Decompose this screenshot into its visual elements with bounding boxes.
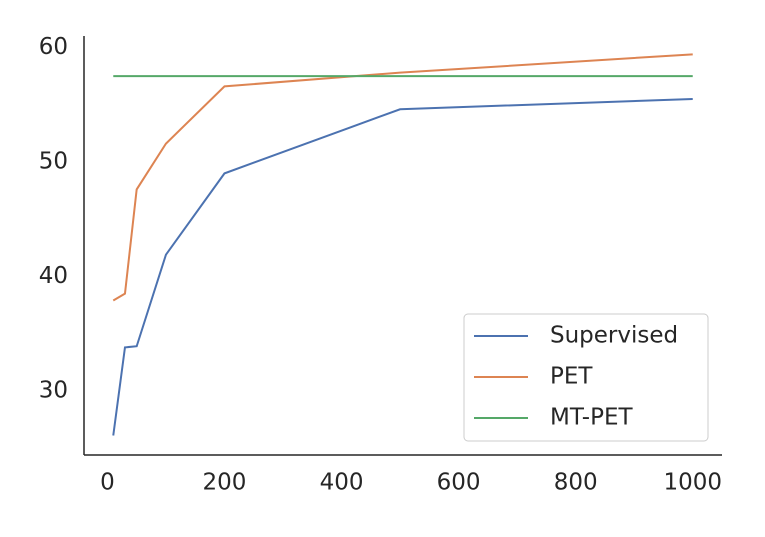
x-tick-label: 1000 [663, 470, 722, 496]
x-tick-label: 800 [554, 470, 598, 496]
x-tick-label: 0 [100, 470, 115, 496]
legend-label: MT-PET [550, 405, 633, 431]
legend-label: PET [550, 364, 593, 390]
y-tick-label: 30 [39, 377, 68, 403]
x-tick-label: 600 [437, 470, 481, 496]
legend-box [463, 313, 709, 442]
line-series [112, 97, 693, 436]
x-tick-label: 200 [203, 470, 247, 496]
line-series [112, 53, 693, 302]
y-tick-label: 50 [39, 148, 68, 174]
x-tick-label: 400 [320, 470, 364, 496]
y-tick-label: 40 [39, 263, 68, 289]
y-tick-label: 60 [39, 34, 68, 60]
legend-label: Supervised [550, 323, 678, 349]
